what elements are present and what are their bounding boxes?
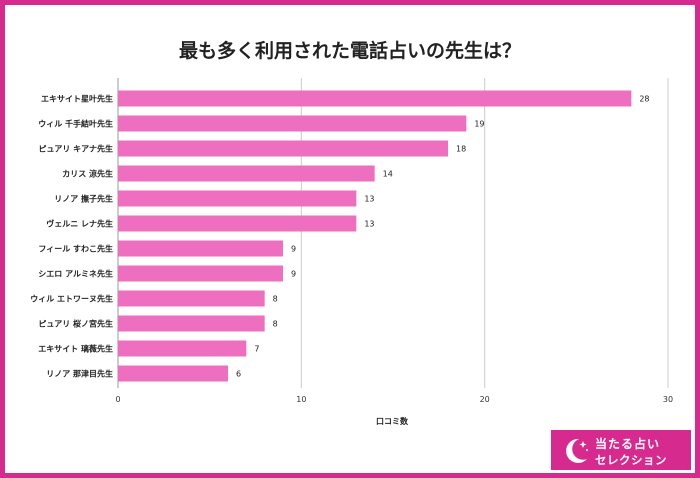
category-label: リノア 那津目先生 bbox=[46, 369, 113, 379]
bar bbox=[118, 240, 283, 257]
category-label: フィール すわこ先生 bbox=[38, 244, 113, 254]
data-label: 8 bbox=[273, 295, 278, 304]
data-label: 14 bbox=[383, 170, 393, 179]
label-layer: 0 10 20 30 エキサイト星叶先生 28 ウィル 千手結叶先生 19 ピュアリ キアナ先生… bbox=[30, 94, 673, 405]
chart-title: 最も多く利用された電話占いの先生は？ bbox=[178, 40, 521, 62]
category-label: ウィル 千手結叶先生 bbox=[38, 119, 113, 129]
bar bbox=[118, 165, 375, 182]
data-label: 7 bbox=[254, 345, 259, 354]
data-label: 9 bbox=[291, 270, 296, 279]
crescent-moon-icon bbox=[566, 438, 588, 463]
data-label: 6 bbox=[236, 370, 241, 379]
category-label: ヴェルニ レナ先生 bbox=[46, 219, 113, 229]
category-label: エキサイト 璃薇先生 bbox=[38, 344, 113, 354]
brand-logo: 当たる占い セレクション bbox=[551, 430, 691, 470]
category-label: カリス 涼先生 bbox=[62, 169, 113, 179]
x-tick-label: 20 bbox=[480, 395, 490, 404]
category-label: ピュアリ 桜ノ宮先生 bbox=[38, 319, 113, 329]
bar bbox=[118, 365, 228, 382]
bar bbox=[118, 140, 448, 157]
data-label: 9 bbox=[291, 245, 296, 254]
category-label: リノア 撫子先生 bbox=[54, 194, 113, 204]
bar bbox=[118, 115, 467, 132]
data-label: 19 bbox=[474, 120, 484, 129]
bar bbox=[118, 315, 265, 332]
bar bbox=[118, 190, 357, 207]
logo-line-1: 当たる占い bbox=[595, 437, 661, 451]
bar bbox=[118, 290, 265, 307]
category-label: ウィル エトワーヌ先生 bbox=[30, 294, 113, 304]
data-label: 13 bbox=[364, 195, 374, 204]
logo-line-2: セレクション bbox=[595, 453, 667, 467]
bar bbox=[118, 265, 283, 282]
bar bbox=[118, 340, 247, 357]
category-label: エキサイト星叶先生 bbox=[41, 94, 113, 104]
data-label: 13 bbox=[364, 220, 374, 229]
category-label: ピュアリ キアナ先生 bbox=[39, 144, 113, 154]
category-label: シエロ アルミネ先生 bbox=[38, 269, 113, 279]
bar bbox=[118, 215, 357, 232]
data-label: 28 bbox=[639, 95, 649, 104]
x-axis-label: 口コミ数 bbox=[376, 416, 409, 426]
bar-layer bbox=[118, 90, 632, 382]
x-tick-label: 0 bbox=[115, 395, 120, 404]
bar bbox=[118, 90, 632, 107]
x-tick-label: 10 bbox=[296, 395, 306, 404]
x-tick-label: 30 bbox=[663, 395, 673, 404]
data-label: 18 bbox=[456, 145, 466, 154]
data-label: 8 bbox=[273, 320, 278, 329]
